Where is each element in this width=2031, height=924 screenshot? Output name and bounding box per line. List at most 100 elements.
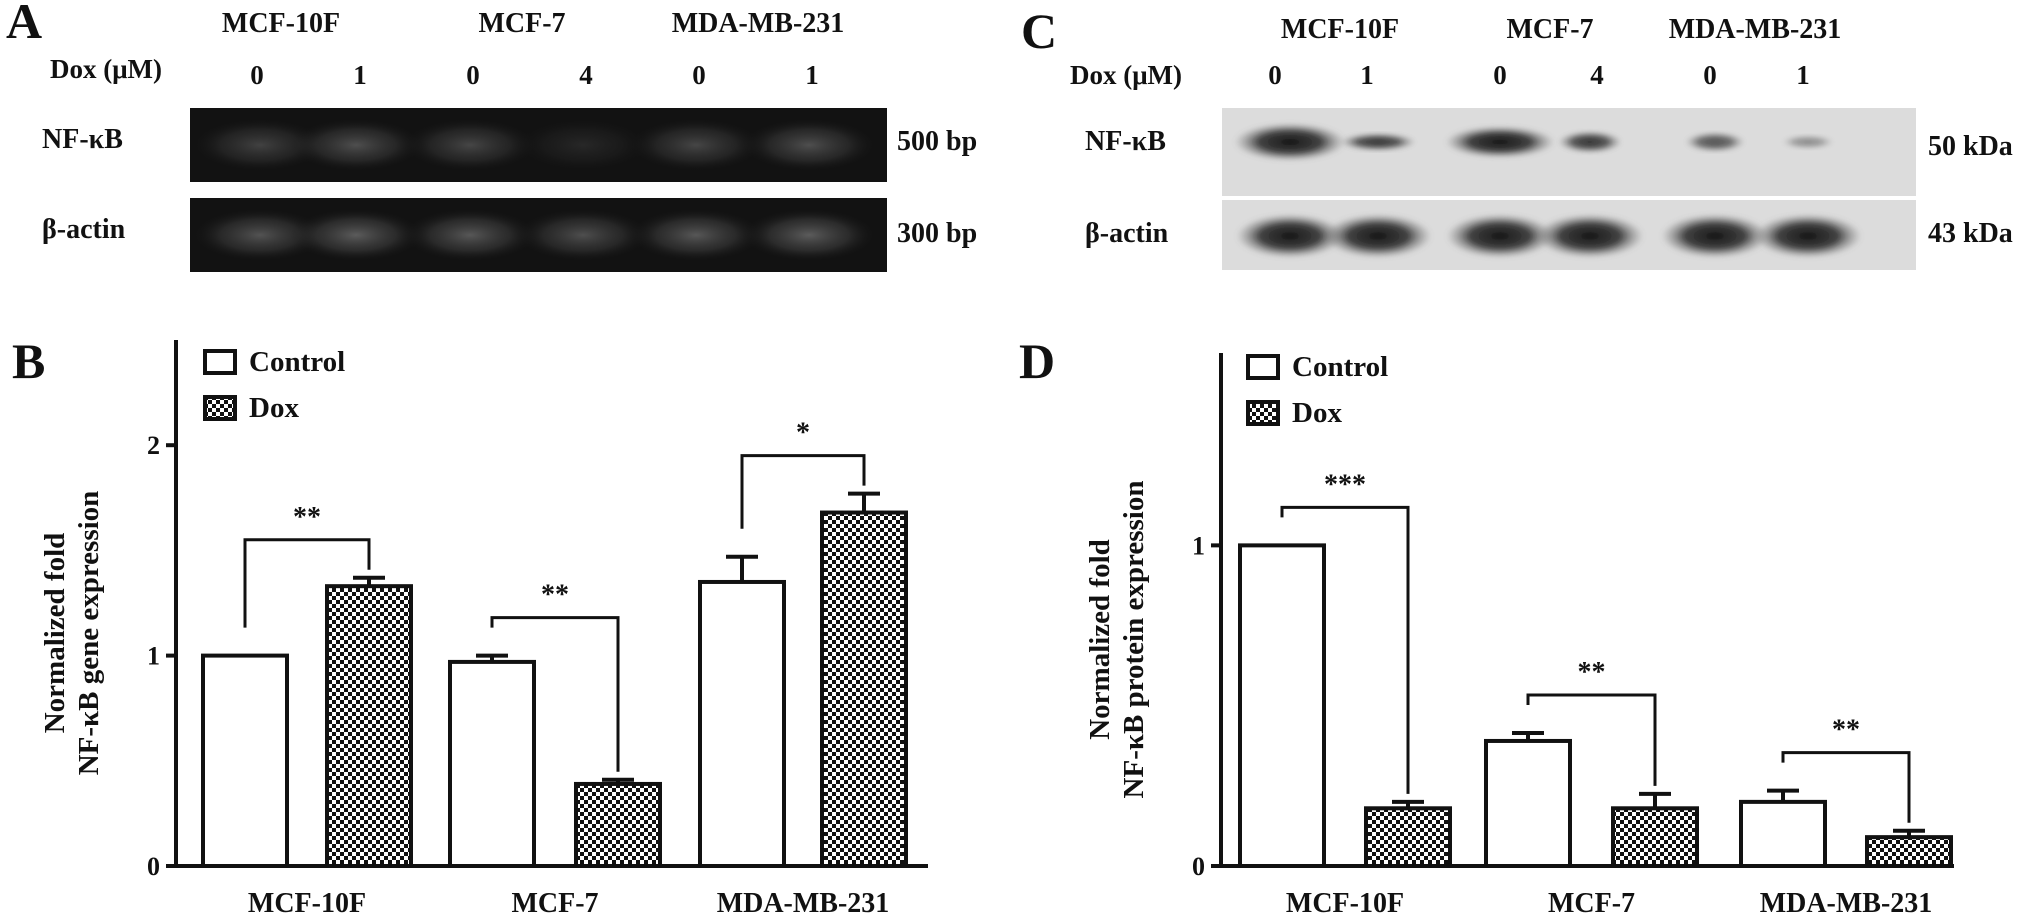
y-tick-label: 0: [147, 852, 160, 881]
panel-c-dose-label: Dox (μM): [1070, 60, 1182, 90]
panel-c: C MCF-10F MCF-7 MDA-MB-231 Dox (μM) 0 1 …: [1021, 3, 2013, 270]
panel-a-dose-6: 1: [805, 60, 819, 90]
panel-c-dose-3: 0: [1493, 60, 1507, 90]
panel-c-dose-1: 0: [1268, 60, 1282, 90]
dox-bar: [1865, 835, 1953, 868]
dox-bar: [1364, 806, 1452, 868]
panel-a-dose-1: 0: [250, 60, 264, 90]
significance-label: **: [293, 502, 321, 533]
panel-a-cellline-mcf10f: MCF-10F: [222, 8, 340, 39]
control-bar: [698, 579, 786, 869]
x-category-label: MCF-7: [511, 888, 598, 919]
legend-swatch-control: [1246, 354, 1280, 380]
panel-c-cellline-mcf7: MCF-7: [1506, 14, 1593, 45]
panel-c-size-actin: 43 kDa: [1928, 218, 2013, 249]
gel-bands: [194, 119, 875, 261]
blot-strip-nfkb: [1222, 108, 1916, 196]
significance-bracket: [490, 616, 620, 772]
gel-band: [194, 119, 326, 171]
panel-a: A MCF-10F MCF-7 MDA-MB-231 Dox (μM) 0 1 …: [6, 0, 977, 272]
panel-a-dose-label: Dox (μM): [50, 54, 162, 84]
panel-a-dose-2: 1: [353, 60, 367, 90]
panel-a-size-nfkb: 500 bp: [897, 126, 977, 157]
panel-a-dose-4: 4: [579, 60, 593, 90]
panel-d-letter: D: [1019, 333, 1055, 389]
blot-band: [1661, 214, 1769, 258]
y-axis-title-line2: NF-κB protein expression: [1118, 481, 1150, 799]
blot-band: [1754, 214, 1862, 258]
significance-label: ***: [1324, 469, 1366, 500]
dox-bar: [1611, 806, 1699, 868]
panel-c-dose-6: 1: [1796, 60, 1810, 90]
significance-bracket: [1280, 505, 1410, 794]
chart-d: 0 1 Normalized fold NF-κB protein expressio…: [1084, 351, 1954, 919]
y-axis-title-line2: NF-κB gene expression: [73, 491, 105, 776]
panel-a-dose-5: 0: [692, 60, 706, 90]
blot-band: [1685, 132, 1745, 152]
panel-c-cellline-mdamb231: MDA-MB-231: [1669, 14, 1842, 45]
x-category-label: MCF-7: [1548, 888, 1635, 919]
control-bar: [1739, 799, 1827, 868]
gel-band: [517, 119, 649, 171]
legend-label-control: Control: [1292, 351, 1388, 383]
control-bar: [201, 653, 289, 868]
blot-band: [1446, 214, 1554, 258]
legend-label-dox: Dox: [1292, 397, 1342, 429]
y-tick-label: 1: [1192, 531, 1205, 560]
panel-a-cellline-mdamb231: MDA-MB-231: [672, 8, 845, 39]
gel-band: [630, 119, 762, 171]
panel-c-letter: C: [1021, 3, 1057, 59]
significance-bracket: [1526, 693, 1657, 786]
blot-band: [1782, 135, 1834, 149]
panel-b-letter: B: [12, 333, 45, 389]
gel-band: [290, 119, 422, 171]
significance-bracket: [1781, 751, 1911, 823]
panel-a-dose-3: 0: [466, 60, 480, 90]
blot-bands: [1234, 123, 1862, 258]
blot-band: [1536, 214, 1644, 258]
gel-band: [290, 209, 422, 261]
legend-label-dox: Dox: [249, 392, 299, 424]
significance-label: **: [541, 580, 569, 611]
blot-band: [1558, 131, 1622, 153]
panel-a-row-label-actin: β-actin: [42, 214, 126, 245]
significance-bracket: [740, 454, 866, 529]
panel-c-cellline-mcf10f: MCF-10F: [1281, 14, 1399, 45]
control-bar: [448, 659, 536, 868]
legend-swatch-dox: [1246, 400, 1280, 426]
blot-band: [1234, 123, 1346, 161]
y-tick-label: 2: [147, 431, 160, 460]
panel-c-dose-4: 4: [1590, 60, 1604, 90]
panel-a-size-actin: 300 bp: [897, 218, 977, 249]
panel-c-size-nfkb: 50 kDa: [1928, 131, 2013, 162]
significance-label: **: [1578, 657, 1606, 688]
panel-c-row-label-actin: β-actin: [1085, 218, 1169, 249]
blot-band: [1236, 214, 1344, 258]
legend-swatch-control: [203, 349, 237, 375]
y-tick-label: 0: [1192, 852, 1205, 881]
dox-bar: [325, 584, 413, 869]
significance-label: **: [1832, 715, 1860, 746]
gel-band: [743, 119, 875, 171]
panel-a-row-label-nfkb: NF-κB: [42, 124, 123, 155]
significance-label: *: [796, 418, 810, 449]
blot-band: [1324, 214, 1432, 258]
legend-swatch-dox: [203, 395, 237, 421]
significance-bracket: [243, 538, 371, 628]
blot-band: [1445, 126, 1555, 158]
x-category-label: MCF-10F: [1286, 888, 1404, 919]
x-category-label: MDA-MB-231: [1760, 888, 1933, 919]
x-category-label: MDA-MB-231: [717, 888, 890, 919]
gel-band: [743, 209, 875, 261]
control-bar: [1484, 738, 1572, 868]
panel-a-letter: A: [6, 0, 42, 49]
gel-band: [404, 209, 536, 261]
x-category-label: MCF-10F: [248, 888, 366, 919]
gel-band: [517, 209, 649, 261]
chart-b: 0 1 2 Normalized fold NF-κB gene expression M…: [39, 340, 928, 919]
y-axis-title-line1: Normalized fold: [39, 533, 71, 734]
gel-band: [194, 209, 326, 261]
panel-c-dose-2: 1: [1360, 60, 1374, 90]
panel-a-cellline-mcf7: MCF-7: [478, 8, 565, 39]
